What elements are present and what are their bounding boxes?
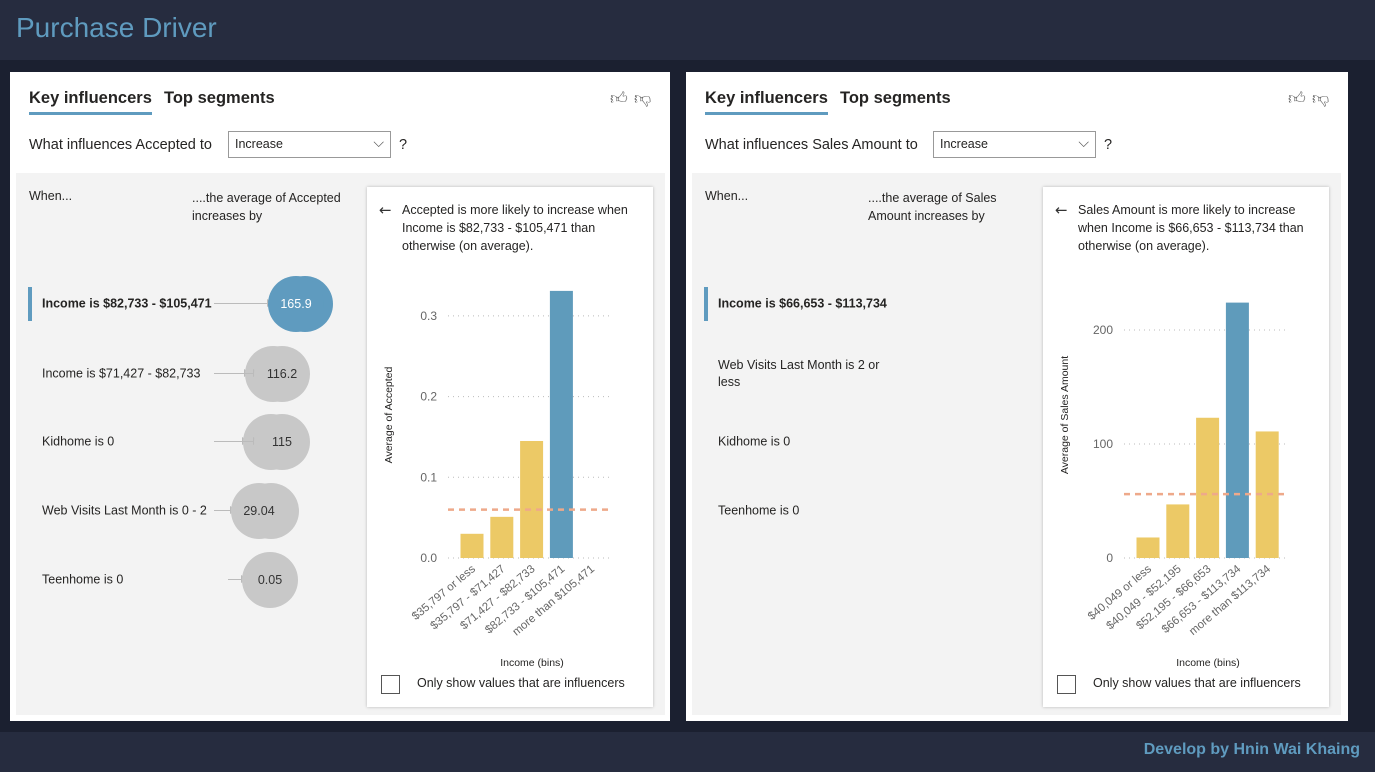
y-tick-label: 0.3 (420, 309, 437, 323)
detail-card: ← Accepted is more likely to increase whe… (367, 187, 653, 707)
influencer-row[interactable]: Web Visits Last Month is 2 or less 116.2 (214, 344, 1032, 404)
tab-top-segments[interactable]: Top segments (164, 89, 275, 107)
influence-bubble: 29.04 (231, 483, 287, 539)
y-tick-label: 0.0 (420, 551, 437, 565)
key-influencers-panel: Key influencers Top segments 👍︎ 👎︎ What infl… (10, 72, 670, 721)
bar (520, 440, 544, 558)
influencer-label: Income is $71,427 - $82,733 (42, 366, 201, 381)
arrow-icon (214, 369, 260, 377)
influencer-row[interactable]: Kidhome is 0 115 (214, 412, 1032, 472)
dropdown-value: Increase (235, 137, 283, 151)
influencer-label: Teenhome is 0 (42, 572, 124, 587)
y-tick-label: 100 (1093, 437, 1113, 451)
influencer-row[interactable]: Teenhome is 0 0.05 (16, 550, 356, 610)
bar (490, 516, 514, 558)
detail-description: Sales Amount is more likely to increase … (1078, 203, 1304, 253)
influencers-only-checkbox[interactable] (381, 675, 400, 694)
bar (1166, 504, 1190, 558)
arrow-icon (214, 299, 274, 307)
key-influencers-panel: Key influencers Top segments 👍︎ 👎︎ What infl… (214, 72, 1348, 721)
y-tick-label: 0 (1106, 551, 1113, 565)
question-label: What influences Sales Amount to (705, 137, 918, 153)
direction-dropdown[interactable]: Increase ⌵ (228, 131, 391, 158)
header-bar: Purchase Driver (0, 0, 1375, 60)
y-tick-label: 0.1 (420, 470, 437, 484)
checkbox-label: Only show values that are influencers (1093, 676, 1301, 690)
selected-indicator (704, 287, 708, 321)
influencers-only-checkbox[interactable] (1057, 675, 1076, 694)
influencers-area: When... ....the average of Sales Amount i… (214, 173, 1341, 715)
back-arrow-icon[interactable]: ← (379, 201, 392, 219)
bar (1196, 417, 1220, 558)
when-header: When... (705, 189, 749, 203)
arrow-icon (214, 437, 260, 445)
footer-bar: Develop by Hnin Wai Khaing (0, 732, 1375, 772)
influencer-label: Kidhome is 0 (42, 434, 115, 449)
back-arrow-icon[interactable]: ← (1055, 201, 1068, 219)
direction-dropdown[interactable]: Increase ⌵ (933, 131, 1096, 158)
help-icon[interactable]: ? (1104, 137, 1113, 153)
influencer-row[interactable]: Income is $66,653 - $113,734 165.9 (214, 274, 1032, 334)
credit-text: Develop by Hnin Wai Khaing (1143, 741, 1360, 758)
influencer-row[interactable]: Web Visits Last Month is 0 - 20.05 (16, 481, 356, 541)
bar-chart: 0.00.10.20.3$35,797 or less$35,797 - $71… (383, 290, 612, 669)
bar (549, 290, 573, 558)
selected-indicator (28, 287, 32, 321)
checkbox-label: Only show values that are influencers (417, 676, 625, 690)
thumbs-up-icon[interactable]: 👍︎ (610, 89, 628, 109)
y-tick-label: 0.2 (420, 390, 437, 404)
thumbs-down-icon[interactable]: 👎︎ (1312, 89, 1330, 109)
influencer-label: Kidhome is 0 (718, 434, 791, 449)
influencer-label: Web Visits Last Month is 0 - 2 (42, 503, 207, 518)
average-header: ....the average of Sales Amount increase… (868, 191, 997, 223)
influencer-label: Web Visits Last Month is 2 or less (718, 358, 880, 389)
y-tick-label: 200 (1093, 323, 1113, 337)
average-header: ....the average of Accepted increases by (192, 191, 341, 223)
influence-bubble: 116.2 (254, 346, 310, 402)
chevron-down-icon: ⌵ (1078, 134, 1089, 150)
tab-top-segments[interactable]: Top segments (840, 89, 951, 107)
dropdown-value: Increase (940, 137, 988, 151)
bar (1225, 302, 1249, 558)
when-header: When... (29, 189, 73, 203)
x-axis-title: Income (bins) (500, 657, 564, 669)
thumbs-up-icon[interactable]: 👍︎ (1288, 89, 1306, 109)
influence-bubble: 165.9 (268, 276, 324, 332)
influencers-area: When... ....the average of Accepted incre… (16, 173, 665, 715)
y-axis-title: Average of Sales Amount (1059, 356, 1071, 474)
influencer-label: Income is $82,733 - $105,471 (42, 296, 212, 311)
influencer-label: Teenhome is 0 (718, 503, 800, 518)
tab-key-influencers[interactable]: Key influencers (705, 89, 828, 115)
y-axis-title: Average of Accepted (383, 366, 395, 463)
influence-bubble: 115 (254, 414, 310, 470)
chevron-down-icon: ⌵ (373, 134, 384, 150)
detail-card: ← Sales Amount is more likely to increase… (1043, 187, 1329, 707)
bar (1136, 537, 1160, 558)
bar (460, 533, 484, 558)
x-axis-title: Income (bins) (1176, 657, 1240, 669)
thumbs-down-icon[interactable]: 👎︎ (634, 89, 652, 109)
page-title: Purchase Driver (16, 12, 217, 43)
question-label: What influences Accepted to (29, 137, 212, 153)
influence-bubble: 0.05 (242, 552, 298, 608)
help-icon[interactable]: ? (399, 137, 408, 153)
tab-key-influencers[interactable]: Key influencers (29, 89, 152, 115)
influencer-row[interactable]: Teenhome is 0 29.04 (214, 481, 1032, 541)
detail-description: Accepted is more likely to increase when… (402, 203, 628, 253)
influencer-label: Income is $66,653 - $113,734 (718, 296, 887, 311)
